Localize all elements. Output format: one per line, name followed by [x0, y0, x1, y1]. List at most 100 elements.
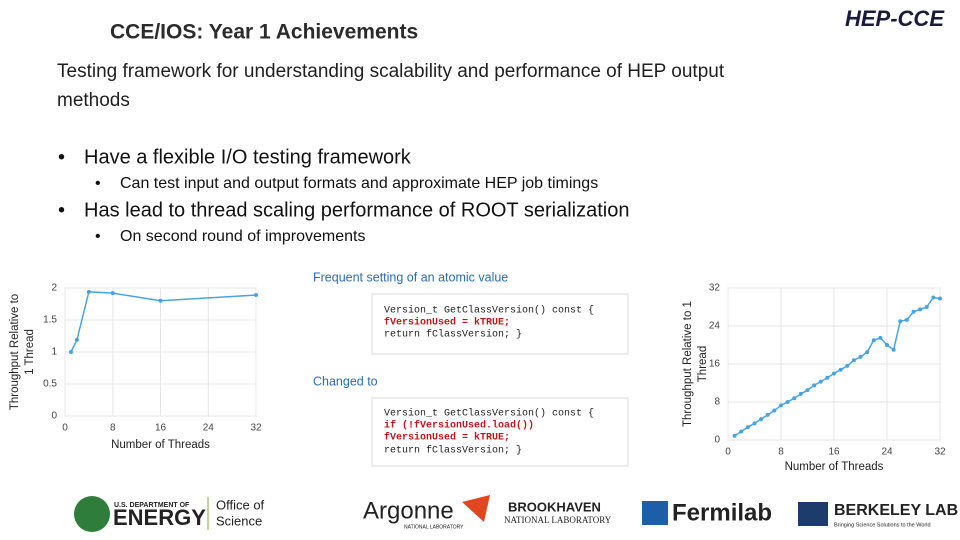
bullet-dot: • — [58, 199, 65, 221]
data-point — [818, 379, 823, 384]
logo-text: Office of — [216, 497, 265, 512]
sub-bullet: On second round of improvements — [120, 228, 365, 245]
y-tick-label: 1.5 — [43, 315, 57, 326]
logo-text: Argonne — [363, 497, 454, 524]
data-point — [911, 309, 916, 314]
brand: HEP-CCE — [845, 6, 945, 31]
data-point — [110, 291, 115, 296]
data-point — [918, 307, 923, 312]
data-point — [759, 417, 764, 422]
bullet: Has lead to thread scaling performance o… — [84, 199, 629, 221]
y-tick-label: 2 — [51, 283, 57, 294]
data-point — [792, 396, 797, 401]
data-point — [732, 433, 737, 438]
y-axis-label: Thread — [697, 346, 709, 382]
x-tick-label: 8 — [110, 423, 116, 434]
logo-text: NATIONAL LABORATORY — [404, 524, 464, 530]
x-tick-label: 32 — [250, 423, 262, 434]
y-tick-label: 16 — [709, 359, 721, 370]
data-point — [752, 421, 757, 426]
data-point — [878, 335, 883, 340]
y-tick-label: 8 — [714, 397, 720, 408]
logo-text: Science — [216, 513, 262, 528]
bullet-dot: • — [58, 146, 65, 168]
code-box — [371, 397, 629, 467]
data-point — [812, 383, 817, 388]
data-point — [865, 350, 870, 355]
code-line: return fClassVersion; } — [384, 329, 522, 341]
code-line: fVersionUsed = kTRUE; — [384, 317, 510, 329]
data-point — [86, 289, 91, 294]
y-tick-label: 1 — [51, 347, 57, 358]
data-point — [765, 412, 770, 417]
data-point — [779, 403, 783, 408]
intro: methods — [57, 90, 130, 111]
data-point — [74, 337, 79, 342]
data-point — [931, 295, 936, 300]
y-tick-label: 32 — [709, 283, 721, 294]
data-point — [858, 354, 863, 359]
data-point — [785, 400, 790, 404]
x-axis-label: Number of Threads — [785, 461, 884, 473]
slide-title: CCE/IOS: Year 1 Achievements — [110, 21, 418, 44]
data-point — [904, 317, 909, 322]
logo-text: BROOKHAVEN — [508, 499, 601, 514]
data-point — [158, 298, 163, 303]
code-line: Version_t GetClassVersion() const { — [384, 305, 594, 317]
data-point — [772, 408, 777, 413]
y-tick-label: 0 — [714, 435, 720, 446]
argonne-mark — [462, 495, 490, 522]
berkeley-mark — [798, 502, 828, 526]
data-point — [938, 296, 942, 301]
logo-text: NATIONAL LABORATORY — [504, 515, 612, 525]
data-point — [838, 367, 843, 372]
data-line — [734, 296, 941, 437]
bullet-dot: • — [95, 175, 101, 192]
code-box — [371, 293, 629, 355]
data-point — [891, 347, 896, 352]
bullet: Have a flexible I/O testing framework — [84, 146, 412, 168]
caption: Frequent setting of an atomic value — [313, 270, 508, 284]
caption: Changed to — [313, 374, 378, 388]
y-tick-label: 24 — [709, 321, 721, 332]
y-tick-label: 0.5 — [43, 379, 57, 390]
x-tick-label: 0 — [62, 423, 68, 434]
logo-text: ENERGY — [113, 505, 206, 530]
logo-text: Fermilab — [672, 499, 772, 526]
x-tick-label: 0 — [725, 447, 731, 458]
data-point — [898, 319, 903, 324]
doe-seal — [74, 496, 110, 532]
x-tick-label: 8 — [778, 447, 784, 458]
data-line — [70, 291, 257, 353]
data-point — [924, 305, 929, 309]
data-point — [798, 391, 803, 396]
x-tick-label: 24 — [203, 423, 215, 434]
y-tick-label: 0 — [51, 411, 57, 422]
x-tick-label: 32 — [934, 447, 946, 458]
bullet-dot: • — [95, 228, 101, 245]
x-tick-label: 16 — [155, 423, 167, 434]
x-axis-label: Number of Threads — [111, 439, 210, 451]
x-tick-label: 24 — [881, 447, 893, 458]
code-line: fVersionUsed = kTRUE; — [384, 432, 510, 444]
code-line: return fClassVersion; } — [384, 445, 522, 457]
data-point — [805, 388, 810, 393]
data-point — [254, 293, 258, 298]
y-axis-label: Throughput Relative to — [9, 294, 21, 410]
data-point — [885, 343, 889, 347]
data-point — [832, 371, 836, 376]
sub-bullet: Can test input and output formats and ap… — [120, 175, 598, 192]
code-line: if (!fVersionUsed.load()) — [384, 420, 534, 432]
intro: Testing framework for understanding scal… — [57, 61, 725, 82]
x-tick-label: 16 — [828, 447, 840, 458]
logo-text: Bringing Science Solutions to the World — [834, 522, 931, 528]
data-point — [68, 350, 73, 354]
data-point — [871, 338, 876, 343]
y-axis-label: Throughput Relative to 1 — [682, 301, 694, 427]
logo-text: BERKELEY LAB — [834, 502, 958, 519]
data-point — [825, 375, 830, 380]
data-point — [851, 358, 856, 363]
code-line: Version_t GetClassVersion() const { — [384, 408, 594, 420]
data-point — [745, 425, 750, 430]
